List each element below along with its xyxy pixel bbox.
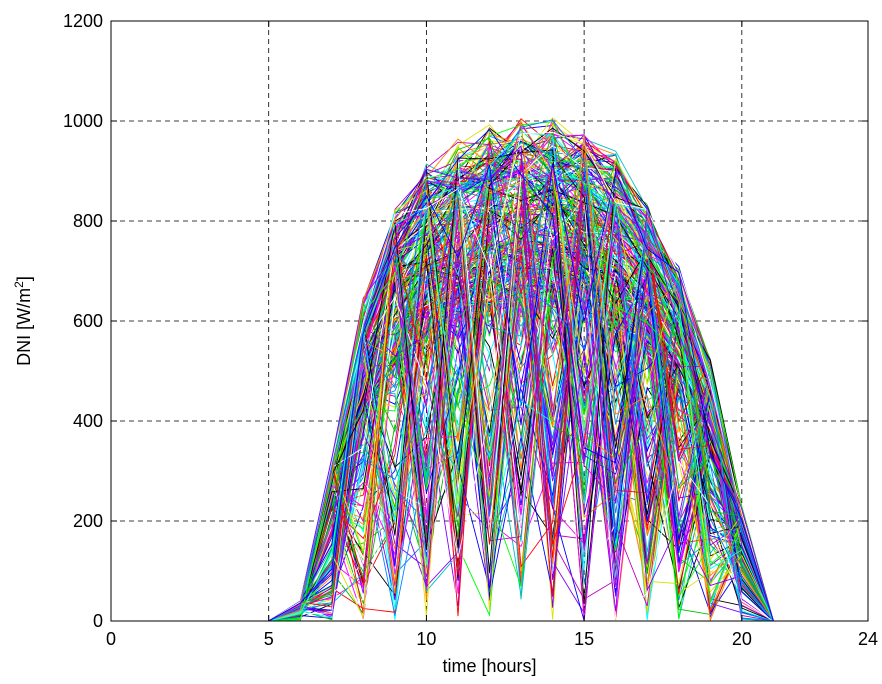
y-tick-labels: 0 200 400 600 800 1000 1200 xyxy=(63,11,103,631)
x-tick-label: 5 xyxy=(264,629,274,649)
y-tick-label: 400 xyxy=(73,411,103,431)
x-tick-label: 24 xyxy=(858,629,878,649)
x-tick-label: 0 xyxy=(106,629,116,649)
y-axis-label: DNI [W/m2] xyxy=(12,276,34,366)
x-tick-label: 10 xyxy=(416,629,436,649)
daily-series-group xyxy=(142,117,868,622)
y-tick-label: 200 xyxy=(73,511,103,531)
axis-ticks xyxy=(110,20,869,622)
y-axis-label-close: ] xyxy=(14,276,34,281)
x-tick-label: 15 xyxy=(574,629,594,649)
x-axis-label: time [hours] xyxy=(442,656,536,676)
y-tick-label: 1200 xyxy=(63,11,103,31)
y-tick-label: 600 xyxy=(73,311,103,331)
y-axis-label-main: DNI [W/m xyxy=(14,288,34,366)
y-tick-label: 1000 xyxy=(63,111,103,131)
x-tick-label: 20 xyxy=(732,629,752,649)
y-axis-label-superscript: 2 xyxy=(12,281,26,288)
y-tick-label: 800 xyxy=(73,211,103,231)
y-tick-label: 0 xyxy=(93,611,103,631)
x-tick-labels: 0 5 10 15 20 24 xyxy=(106,629,878,649)
